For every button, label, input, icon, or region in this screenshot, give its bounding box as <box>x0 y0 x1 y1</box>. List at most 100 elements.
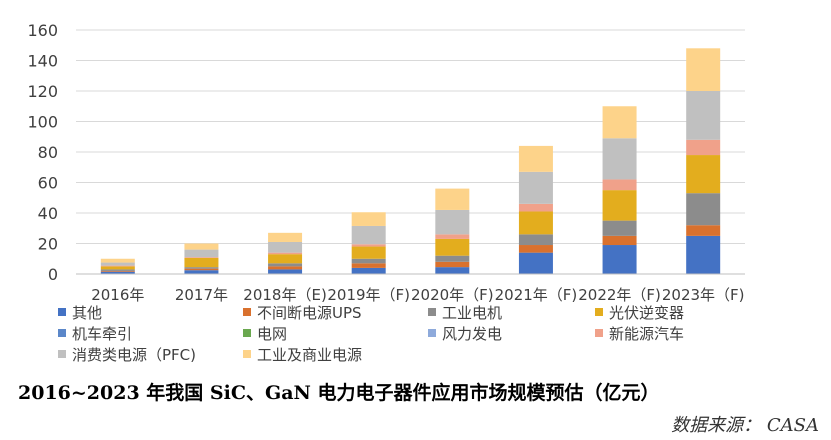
bar-segment <box>518 245 553 253</box>
bar-segment <box>100 270 135 272</box>
bar-segment <box>268 252 303 255</box>
x-tick-label: 2020年（F) <box>411 286 494 304</box>
legend-label: 工业及商业电源 <box>257 346 363 364</box>
legend-item: 风力发电 <box>428 325 502 343</box>
bar-segment <box>686 225 721 236</box>
bar-segment <box>435 238 470 256</box>
bar-segment <box>184 257 219 268</box>
legend-label: 机车牵引 <box>72 325 133 343</box>
bar-segment <box>351 212 386 226</box>
legend-item: 新能源汽车 <box>595 325 684 343</box>
bar-segment <box>435 267 470 274</box>
legend-label: 工业电机 <box>442 304 503 322</box>
legend-item: 工业及商业电源 <box>243 346 362 364</box>
bar-segment <box>351 267 386 274</box>
bar-segment <box>686 91 721 140</box>
bar-segment <box>686 155 721 194</box>
x-tick-label: 2016年 <box>91 286 144 304</box>
legend-swatch <box>428 308 436 316</box>
bar-segment <box>351 244 386 247</box>
x-tick-label: 2022年（F) <box>578 286 661 304</box>
legend-swatch <box>243 350 251 358</box>
legend-item: 光伏逆变器 <box>595 304 684 322</box>
bar-segment <box>602 179 637 191</box>
bar-segment <box>268 266 303 270</box>
chart-caption: 2016~2023 年我国 SiC、GaN 电力电子器件应用市场规模预估（亿元） <box>18 382 660 404</box>
bar-segment <box>518 234 553 246</box>
bar-segment <box>351 246 386 259</box>
y-tick-label: 40 <box>38 204 58 223</box>
bar-segment <box>100 265 135 267</box>
legend-label: 光伏逆变器 <box>609 304 685 322</box>
legend-item: 不间断电源UPS <box>243 304 362 322</box>
legend-item: 机车牵引 <box>58 325 132 343</box>
legend-swatch <box>243 308 251 316</box>
legend-swatch <box>58 308 66 316</box>
y-tick-label: 0 <box>48 265 58 284</box>
bar-segment <box>184 267 219 269</box>
legend-label: 新能源汽车 <box>609 325 685 343</box>
bar-segment <box>518 252 553 274</box>
bar-segment <box>184 268 219 271</box>
bar-segment <box>602 190 637 221</box>
bar-segment <box>602 245 637 274</box>
bar-segment <box>268 263 303 267</box>
bar-segment <box>100 271 135 274</box>
legend-item: 工业电机 <box>428 304 502 322</box>
legend-swatch <box>428 329 436 337</box>
bar-segment <box>184 257 219 258</box>
legend-label: 消费类电源（PFC) <box>72 346 196 364</box>
bar-segment <box>268 254 303 264</box>
bar-segment <box>435 261 470 268</box>
y-tick-label: 120 <box>27 82 58 101</box>
bar-segment <box>351 258 386 264</box>
legend-swatch <box>595 308 603 316</box>
y-tick-label: 20 <box>38 235 58 254</box>
data-source: 数据来源： CASA <box>671 415 819 436</box>
legend-label: 风力发电 <box>442 325 503 343</box>
y-tick-label: 60 <box>38 174 58 193</box>
x-tick-label: 2021年（F) <box>495 286 578 304</box>
legend-item: 消费类电源（PFC) <box>58 346 196 364</box>
y-tick-label: 100 <box>27 113 58 132</box>
bar-segment <box>351 225 386 245</box>
legend-swatch <box>58 350 66 358</box>
legend-swatch <box>58 329 66 337</box>
bar-segment <box>100 262 135 266</box>
legend-label: 不间断电源UPS <box>257 304 362 322</box>
bar-segment <box>268 232 303 242</box>
legend-item: 电网 <box>243 325 287 343</box>
bar-segment <box>518 171 553 204</box>
bar-segment <box>435 255 470 262</box>
legend-swatch <box>243 329 251 337</box>
y-tick-label: 140 <box>27 52 58 71</box>
x-tick-label: 2019年（F) <box>327 286 410 304</box>
x-tick-label: 2017年 <box>175 286 228 304</box>
bar-segment <box>100 258 135 263</box>
bar-segment <box>602 235 637 246</box>
y-tick-label: 160 <box>27 21 58 40</box>
bar-segment <box>602 106 637 139</box>
bar-segment <box>602 220 637 236</box>
bar-segment <box>184 243 219 250</box>
bar-segment <box>518 145 553 172</box>
bar-segment <box>686 193 721 226</box>
bar-segment <box>518 211 553 235</box>
bar-segment <box>268 241 303 253</box>
x-tick-label: 2018年（E) <box>243 286 327 304</box>
bar-segment <box>100 269 135 271</box>
bar-segment <box>268 269 303 274</box>
bar-segment <box>686 48 721 91</box>
legend-label: 电网 <box>257 325 288 343</box>
legend-label: 其他 <box>72 304 103 322</box>
bar-segment <box>351 263 386 268</box>
bar-segment <box>518 203 553 212</box>
legend-swatch <box>595 329 603 337</box>
bar-segment <box>435 234 470 239</box>
bar-segment <box>184 249 219 258</box>
legend-item: 其他 <box>58 304 102 322</box>
bar-segment <box>686 139 721 156</box>
bar-segment <box>100 266 135 270</box>
bar-segment <box>435 188 470 210</box>
